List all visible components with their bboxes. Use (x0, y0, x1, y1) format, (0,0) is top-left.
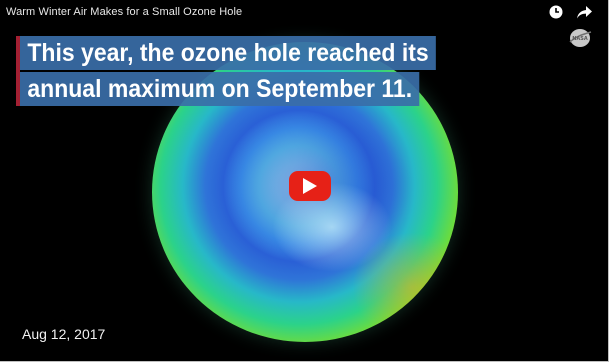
nasa-logo-icon[interactable]: NASA (568, 28, 592, 48)
video-caption-overlay: This year, the ozone hole reached its an… (16, 36, 472, 106)
share-arrow-icon[interactable] (576, 4, 592, 20)
play-icon (303, 178, 317, 194)
high-ozone-region (352, 232, 458, 342)
svg-text:NASA: NASA (572, 36, 588, 42)
top-right-controls (548, 4, 592, 20)
video-title[interactable]: Warm Winter Air Makes for a Small Ozone … (6, 6, 243, 18)
caption-line-1: This year, the ozone hole reached its (20, 36, 437, 70)
caption-line-2: annual maximum on September 11. (20, 72, 420, 106)
clock-icon[interactable] (548, 4, 564, 20)
play-button[interactable] (289, 171, 331, 201)
video-date: Aug 12, 2017 (22, 326, 106, 342)
